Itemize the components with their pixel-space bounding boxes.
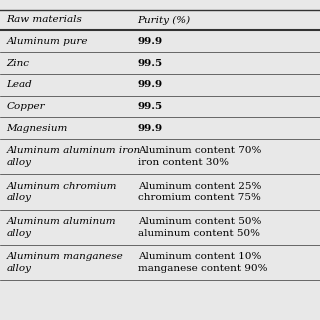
Text: Magnesium: Magnesium [6,124,68,133]
Text: Aluminum content 25%
chromium content 75%: Aluminum content 25% chromium content 75… [138,182,261,203]
Text: 99.9: 99.9 [138,37,163,46]
Text: Aluminum content 70%
iron content 30%: Aluminum content 70% iron content 30% [138,147,261,167]
Text: Aluminum manganese
alloy: Aluminum manganese alloy [6,252,123,273]
Text: Zinc: Zinc [6,59,29,68]
Text: 99.5: 99.5 [138,59,163,68]
Text: Aluminum content 50%
aluminum content 50%: Aluminum content 50% aluminum content 50… [138,217,261,238]
Text: Raw materials: Raw materials [6,15,82,25]
Text: Aluminum aluminum iron
alloy: Aluminum aluminum iron alloy [6,147,140,167]
Text: Aluminum pure: Aluminum pure [6,37,88,46]
Text: Aluminum chromium
alloy: Aluminum chromium alloy [6,182,117,203]
Text: 99.5: 99.5 [138,102,163,111]
Text: 99.9: 99.9 [138,124,163,133]
Text: Purity (%): Purity (%) [138,15,191,25]
Text: Aluminum content 10%
manganese content 90%: Aluminum content 10% manganese content 9… [138,252,267,273]
Text: Copper: Copper [6,102,45,111]
Text: Lead: Lead [6,80,32,89]
Text: Aluminum aluminum
alloy: Aluminum aluminum alloy [6,217,116,238]
Text: 99.9: 99.9 [138,80,163,89]
